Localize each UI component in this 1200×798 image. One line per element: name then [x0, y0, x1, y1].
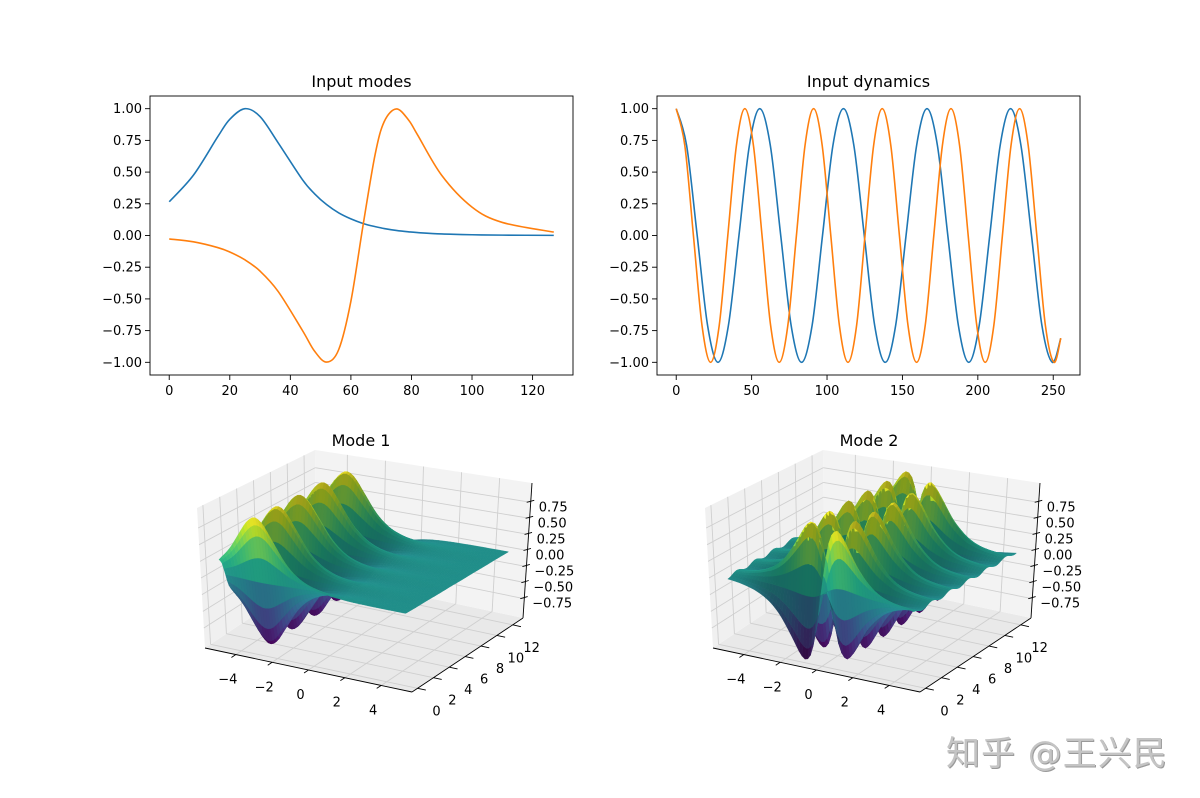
grid-line — [210, 643, 418, 689]
chart-title: Mode 2 — [840, 431, 899, 450]
z-tick-label: −0.50 — [533, 581, 573, 596]
x-tick-label: 120 — [520, 384, 545, 399]
series-line-2 — [675, 107, 1062, 364]
z-tick-label: 0.75 — [539, 500, 568, 515]
y-tick-label: 0.25 — [620, 197, 649, 212]
grid-line — [315, 467, 531, 503]
x-tick-label: 0 — [672, 384, 680, 399]
y-tick-label: −0.75 — [609, 324, 649, 339]
y-tick-label: 0.75 — [113, 134, 142, 149]
x-tick-label: 200 — [965, 384, 990, 399]
x-tick-label: 0 — [296, 688, 304, 703]
y-tick-label: −0.25 — [102, 261, 142, 276]
x-tick-label: 60 — [343, 384, 360, 399]
y-tick-label: 0.00 — [620, 229, 649, 244]
x-tick-label: 0 — [165, 384, 173, 399]
y-tick-label: −1.00 — [609, 356, 649, 371]
y-tick-label: 10 — [508, 651, 525, 666]
x-tick-label: −2 — [255, 680, 274, 695]
x-tick-label: 150 — [890, 384, 915, 399]
y-tick-label: 6 — [480, 673, 488, 688]
chart-title: Input modes — [311, 72, 411, 91]
z-tick-label: −0.25 — [534, 565, 574, 580]
x-tick-label: 40 — [282, 384, 299, 399]
grid-line — [226, 633, 434, 679]
grid-line — [197, 467, 316, 529]
x-tick-label: 100 — [815, 384, 840, 399]
y-tick-label: −0.50 — [102, 292, 142, 307]
x-tick-label: 4 — [369, 703, 377, 718]
z-tick-label: 0.00 — [536, 549, 565, 564]
y-tick — [433, 677, 442, 680]
z-tick-label: 0.25 — [537, 532, 566, 547]
y-tick-label: 0.25 — [113, 197, 142, 212]
grid-line — [380, 611, 493, 686]
x-tick-label: 80 — [403, 384, 420, 399]
y-tick-label: −0.25 — [609, 261, 649, 276]
y-tick-label: 1.00 — [113, 102, 142, 117]
x-tick-label: 250 — [1041, 384, 1066, 399]
x-tick — [303, 669, 309, 674]
y-tick-label: 8 — [496, 662, 504, 677]
series-line-1 — [168, 107, 554, 237]
grid-line — [198, 482, 316, 546]
line-chart-2: Input dynamics 0 50 100 150 200 250 1.00 0.75 0.5… — [609, 72, 1081, 399]
y-tick — [449, 666, 458, 670]
y-tick-label: 0.00 — [113, 229, 142, 244]
surface — [218, 471, 510, 645]
x-tick-label: 20 — [222, 384, 239, 399]
y-tick-label: 0.50 — [113, 166, 142, 181]
line-chart-1: Input modes 0 20 40 60 80 100 120 1.00 0.75 0.50 0.… — [102, 72, 574, 399]
y-tick-label: −0.75 — [102, 324, 142, 339]
x-tick-label: 100 — [460, 384, 485, 399]
x-tick-label: −4 — [218, 673, 237, 688]
y-tick-label: 0.50 — [620, 166, 649, 181]
y-tick — [496, 635, 506, 638]
x-tick — [340, 677, 346, 682]
y-tick-label: 1.00 — [620, 102, 649, 117]
series-line-1 — [675, 107, 1062, 364]
y-tick-label: 12 — [523, 641, 540, 656]
x-tick — [231, 654, 237, 658]
y-tick-label: 2 — [448, 694, 456, 709]
y-tick-label: −0.50 — [609, 292, 649, 307]
y-tick — [417, 687, 426, 691]
y-tick — [480, 645, 490, 649]
y-tick-label: 0.75 — [620, 134, 649, 149]
y-tick — [512, 624, 522, 628]
x-tick — [267, 661, 273, 666]
axes-frame — [656, 95, 1081, 376]
z-tick-label: 0.50 — [538, 516, 567, 531]
y-tick-label: −1.00 — [102, 356, 142, 371]
chart-title: Mode 1 — [332, 431, 391, 450]
y-tick — [465, 656, 474, 659]
y-tick-label: 0 — [432, 704, 440, 719]
x-tick — [376, 685, 382, 689]
series-line-2 — [169, 108, 554, 363]
y-tick-label: 4 — [464, 683, 472, 698]
chart-title: Input dynamics — [807, 72, 930, 91]
grid-line — [344, 603, 457, 679]
z-tick-label: −0.75 — [532, 597, 572, 612]
x-tick-label: 50 — [743, 384, 760, 399]
x-tick-label: 2 — [333, 696, 341, 711]
